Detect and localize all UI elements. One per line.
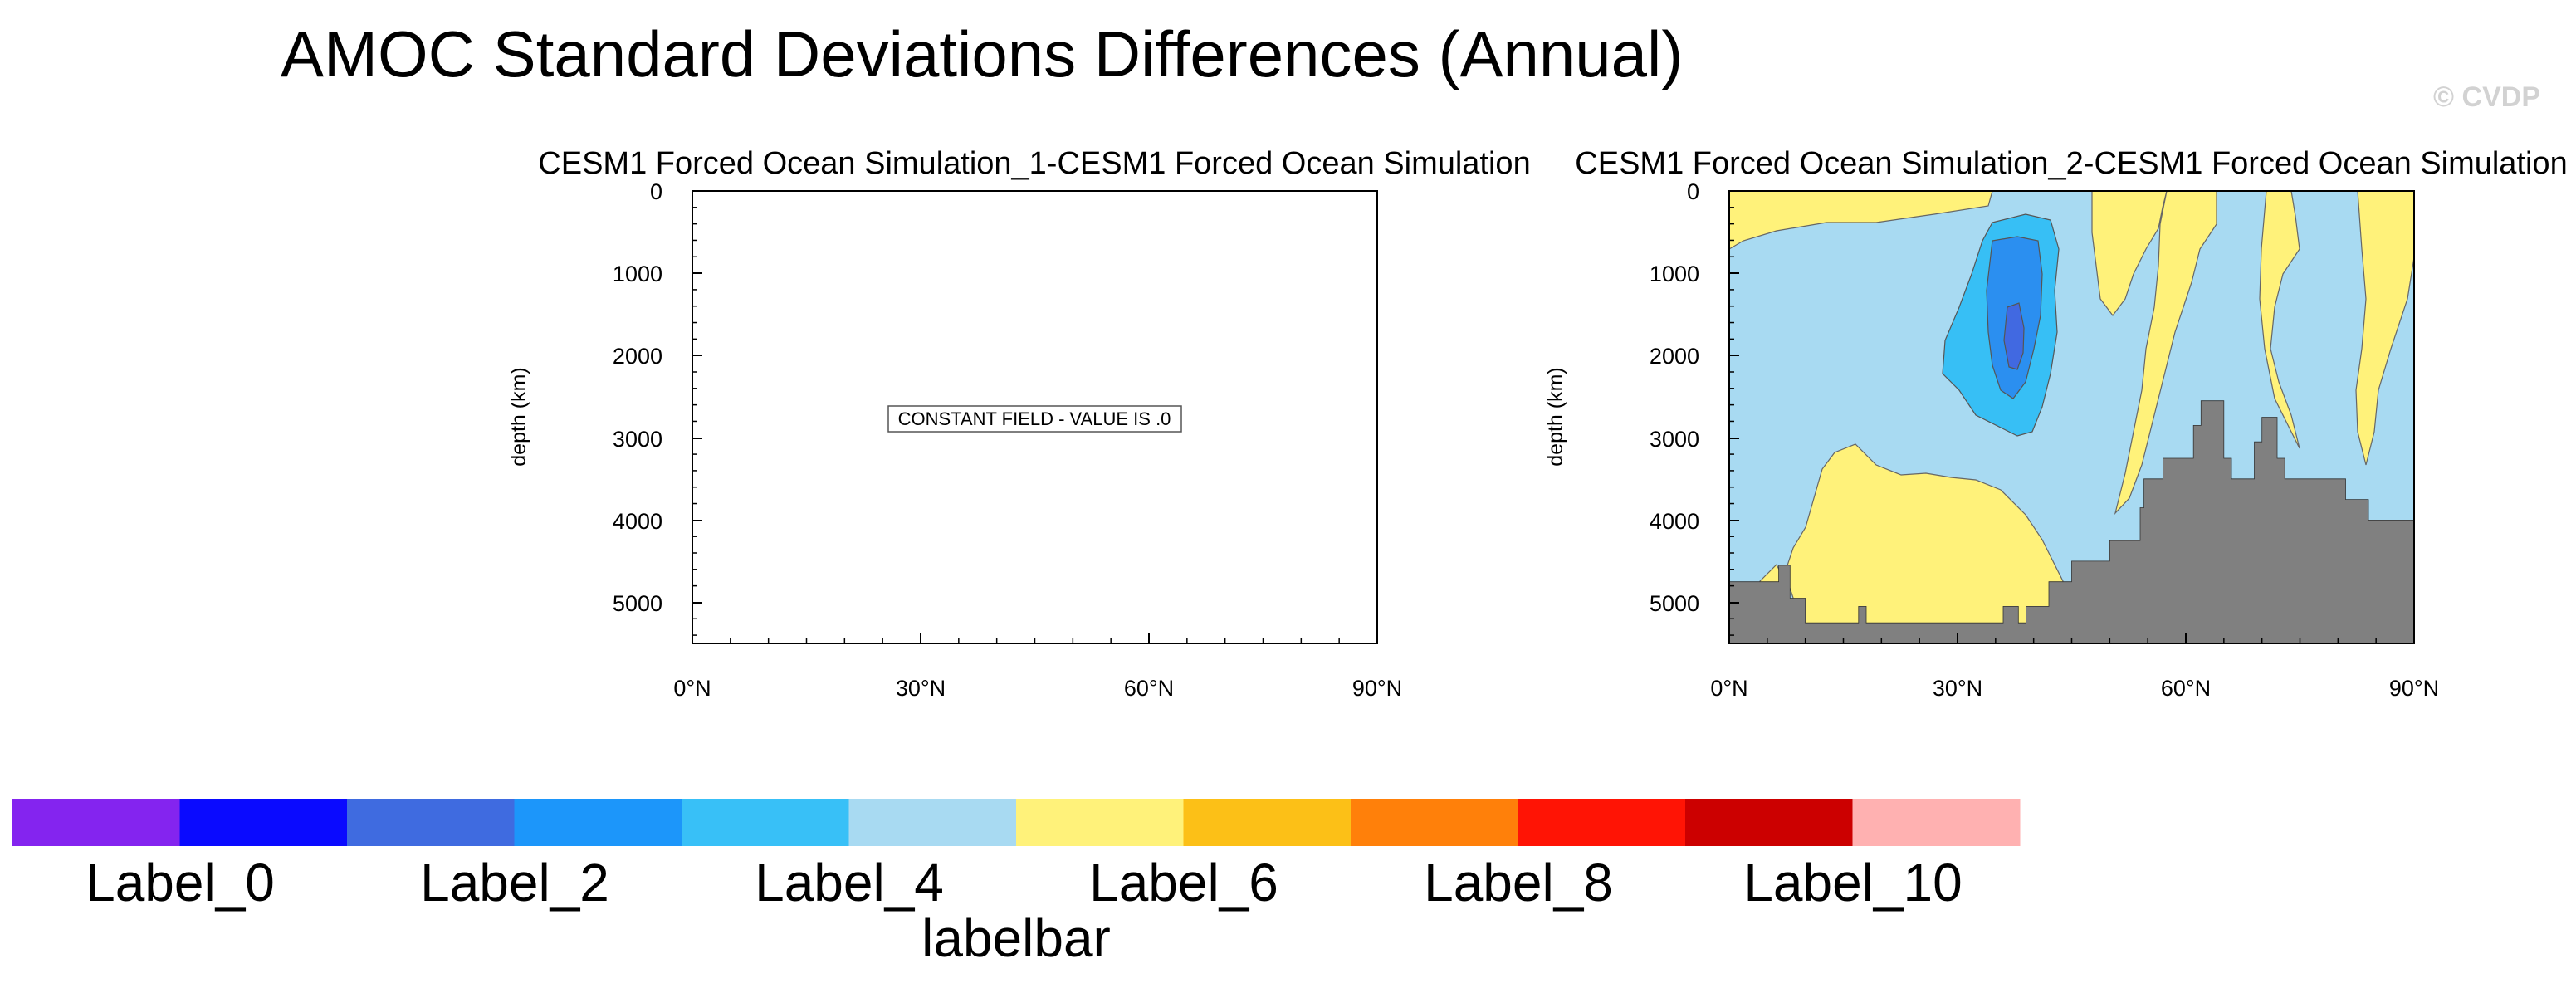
x-tick-label: 90°N bbox=[2389, 676, 2439, 701]
panel-2-minor-ticks bbox=[1729, 207, 2377, 643]
y-axis-label: depth (km) bbox=[1544, 367, 1567, 466]
labelbar-box bbox=[179, 799, 348, 846]
y-tick-label: 5000 bbox=[1650, 591, 1699, 616]
y-tick-label: 4000 bbox=[613, 509, 662, 534]
x-tick-label: 30°N bbox=[896, 676, 946, 701]
x-major-ticks bbox=[692, 633, 1378, 643]
labelbar-title: labelbar bbox=[921, 908, 1111, 968]
labelbar-box bbox=[682, 799, 849, 846]
panel-1-title: CESM1 Forced Ocean Simulation_1-CESM1 Fo… bbox=[538, 146, 1530, 181]
panel-1-x-axis: 0°N 30°N 60°N 90°N bbox=[673, 633, 1402, 701]
negative-level-3 bbox=[2003, 302, 2025, 370]
right-strip bbox=[2259, 190, 2300, 449]
x-major-ticks bbox=[1728, 633, 2415, 643]
y-axis-label: depth (km) bbox=[507, 367, 530, 466]
y-tick-label: 1000 bbox=[1650, 262, 1699, 286]
labelbar-label: Label_4 bbox=[755, 853, 944, 912]
labelbar-box bbox=[12, 799, 180, 846]
surface-band-left bbox=[1728, 190, 1993, 251]
y-major-ticks bbox=[692, 190, 702, 604]
far-right-band bbox=[2355, 190, 2415, 466]
labelbar: Label_0 Label_2 Label_4 Label_6 Label_8 … bbox=[12, 799, 2021, 968]
labelbar-box bbox=[1518, 799, 1686, 846]
y-tick-label: 5000 bbox=[613, 591, 662, 616]
y-tick-label: 2000 bbox=[613, 344, 662, 369]
labelbar-box bbox=[347, 799, 515, 846]
labelbar-box bbox=[848, 799, 1017, 846]
bathymetry-mask bbox=[1728, 400, 2415, 644]
y-tick-label: 3000 bbox=[613, 427, 662, 452]
y-tick-label: 0 bbox=[1687, 179, 1699, 204]
labelbar-box bbox=[1351, 799, 1518, 846]
figure-title: AMOC Standard Deviations Differences (An… bbox=[281, 17, 1683, 90]
panel-2-x-axis: 0°N 30°N 60°N 90°N bbox=[1710, 633, 2439, 701]
x-tick-label: 0°N bbox=[673, 676, 711, 701]
y-major-ticks bbox=[1729, 190, 1739, 604]
y-tick-label: 1000 bbox=[613, 262, 662, 286]
constant-field-note: CONSTANT FIELD - VALUE IS .0 bbox=[887, 405, 1182, 433]
panel-1-minor-ticks bbox=[692, 207, 1340, 643]
x-tick-label: 60°N bbox=[1124, 676, 1174, 701]
watermark: © CVDP bbox=[2433, 81, 2540, 113]
x-tick-label: 30°N bbox=[1933, 676, 1982, 701]
labelbar-box bbox=[1183, 799, 1352, 846]
labelbar-box bbox=[1852, 799, 2021, 846]
panel-2-title: CESM1 Forced Ocean Simulation_2-CESM1 Fo… bbox=[1575, 146, 2567, 181]
constant-field-note-text: CONSTANT FIELD - VALUE IS .0 bbox=[898, 408, 1171, 429]
panel-2: CESM1 Forced Ocean Simulation_2-CESM1 Fo… bbox=[1544, 146, 2568, 701]
labelbar-label: Label_8 bbox=[1424, 853, 1613, 912]
x-tick-label: 60°N bbox=[2161, 676, 2211, 701]
constant-field-note-box bbox=[887, 405, 1182, 433]
labelbar-box bbox=[1685, 799, 1853, 846]
panel-2-y-axis: 0 1000 2000 3000 4000 5000 depth (km) bbox=[1544, 179, 1739, 616]
labelbar-label: Label_2 bbox=[420, 853, 609, 912]
positive-regions bbox=[1728, 190, 2415, 632]
labelbar-label: Label_10 bbox=[1743, 853, 1962, 912]
y-tick-label: 0 bbox=[650, 179, 662, 204]
y-tick-label: 2000 bbox=[1650, 344, 1699, 369]
labelbar-box bbox=[514, 799, 682, 846]
panel-2-plot-area bbox=[1728, 190, 2415, 644]
x-tick-label: 0°N bbox=[1710, 676, 1747, 701]
labelbar-label: Label_6 bbox=[1089, 853, 1278, 912]
surface-band-middle bbox=[2091, 190, 2168, 316]
y-tick-label: 4000 bbox=[1650, 509, 1699, 534]
negative-regions bbox=[1942, 213, 2060, 437]
panel-1-y-axis: 0 1000 2000 3000 4000 5000 depth (km) bbox=[507, 179, 702, 616]
x-tick-label: 90°N bbox=[1352, 676, 1402, 701]
panel-1: CESM1 Forced Ocean Simulation_1-CESM1 Fo… bbox=[507, 146, 1531, 701]
y-tick-label: 3000 bbox=[1650, 427, 1699, 452]
labelbar-box bbox=[1016, 799, 1184, 846]
central-tongue bbox=[2114, 190, 2217, 516]
labelbar-label: Label_0 bbox=[86, 853, 275, 912]
labelbar-boxes bbox=[12, 799, 2021, 846]
